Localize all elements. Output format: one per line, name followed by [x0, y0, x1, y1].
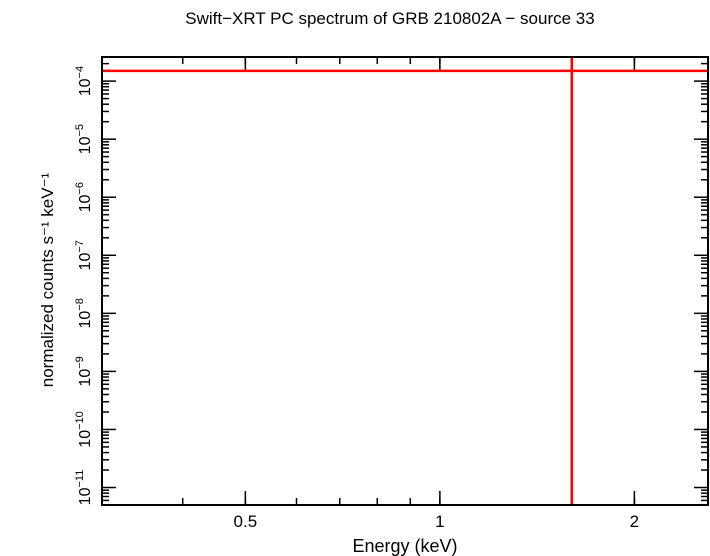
- x-axis-label: Energy (keV): [352, 536, 457, 556]
- data-layer: [102, 57, 708, 505]
- x-tick-label: 2: [630, 512, 639, 531]
- y-axis-label: normalized counts s⁻¹ keV⁻¹: [38, 172, 57, 387]
- y-tick-label: 10−4: [74, 66, 94, 96]
- axis-ticks: 0.5 1 2 10−11 10−10 10−9 10−8 10−7 10−6 10−5 10−4: [74, 57, 708, 531]
- y-tick-label: 10−8: [74, 298, 94, 328]
- x-tick-label: 0.5: [234, 512, 258, 531]
- y-tick-label: 10−9: [74, 356, 94, 386]
- y-tick-label: 10−11: [74, 470, 94, 506]
- y-tick-label: 10−5: [74, 124, 94, 154]
- y-tick-label: 10−7: [74, 240, 94, 270]
- y-tick-label: 10−10: [74, 411, 94, 447]
- y-tick-label: 10−6: [74, 182, 94, 212]
- x-tick-label: 1: [435, 512, 444, 531]
- plot-frame: [101, 56, 709, 506]
- chart-title: Swift−XRT PC spectrum of GRB 210802A − s…: [185, 9, 594, 28]
